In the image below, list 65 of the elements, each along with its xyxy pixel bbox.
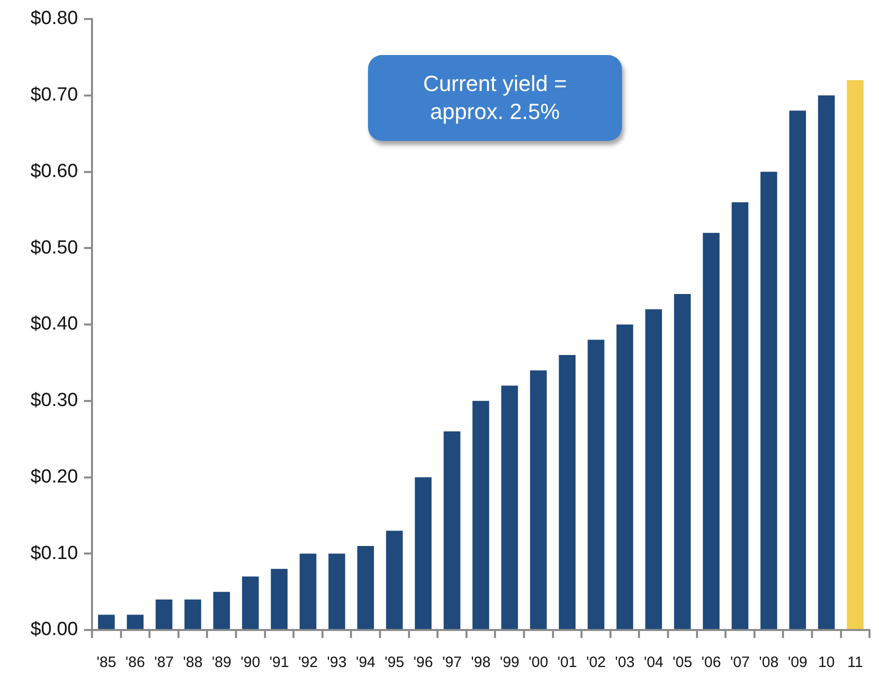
bar [588, 340, 604, 629]
bar [846, 80, 864, 629]
x-tick-label: '08 [759, 654, 779, 672]
bar [156, 599, 172, 629]
y-tick-label: $0.20 [30, 466, 78, 488]
y-tick-label: $0.10 [30, 542, 78, 564]
x-tick-label: '94 [356, 654, 376, 672]
bar [328, 554, 346, 629]
bar [530, 370, 547, 629]
y-tick-label: $0.60 [30, 160, 78, 182]
bar [242, 576, 259, 629]
bar [126, 614, 144, 629]
bar [732, 202, 748, 629]
bar [616, 324, 634, 629]
x-tick-label: 11 [847, 654, 864, 672]
x-tick-label: '97 [442, 654, 462, 672]
y-tick-label: $0.00 [30, 619, 78, 640]
callout-box: Current yield = approx. 2.5% [368, 55, 622, 141]
x-tick-label: '99 [500, 654, 520, 672]
bar [386, 530, 403, 629]
y-tick-label: $0.80 [30, 8, 78, 30]
y-tick-label: $0.30 [30, 390, 78, 412]
x-tick-label: '06 [701, 654, 721, 672]
bar [184, 599, 202, 629]
bar [558, 355, 576, 629]
x-tick-label: '93 [327, 654, 347, 672]
x-tick-label: '92 [298, 654, 318, 672]
x-tick-label: '85 [96, 654, 116, 672]
x-tick-label: '87 [154, 654, 174, 672]
y-tick-label: $0.70 [30, 84, 78, 106]
x-tick-label: '91 [269, 654, 289, 672]
x-tick-label: '07 [730, 654, 750, 672]
x-tick-label: '98 [471, 654, 491, 672]
bar [501, 386, 518, 629]
x-tick-label: '05 [672, 654, 692, 672]
bar [760, 172, 778, 629]
bar [414, 477, 432, 629]
bar [818, 95, 835, 629]
bar [270, 568, 288, 629]
x-tick-label: '95 [384, 654, 404, 672]
y-tick-label: $0.50 [30, 237, 78, 258]
y-tick-label: $0.40 [30, 314, 78, 335]
x-tick-label: '86 [125, 654, 145, 672]
bar [472, 400, 490, 629]
annotation: Current yield = approx. 2.5% [422, 70, 568, 126]
x-tick-label: '89 [212, 654, 232, 672]
bar [444, 431, 460, 629]
bar [674, 294, 691, 629]
x-tick-label: '01 [557, 654, 577, 672]
bar [357, 546, 374, 629]
x-tick-label: 10 [818, 654, 835, 672]
x-tick-label: '96 [413, 654, 433, 672]
bar [789, 110, 806, 629]
bar [645, 309, 662, 629]
bar [213, 592, 230, 629]
x-tick-label: '09 [788, 654, 808, 672]
x-tick-label: '88 [183, 654, 203, 672]
x-tick-label: '90 [240, 654, 260, 672]
x-tick-label: '00 [528, 654, 548, 672]
bar [702, 232, 720, 629]
bar [300, 554, 316, 629]
bar [98, 614, 115, 629]
x-tick-label: '03 [615, 654, 635, 672]
x-tick-label: '02 [586, 654, 606, 672]
x-tick-label: '04 [644, 654, 664, 672]
